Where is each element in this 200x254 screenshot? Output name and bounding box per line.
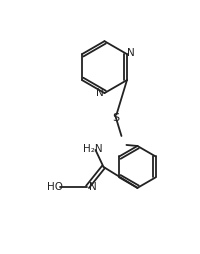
Text: N: N (88, 182, 96, 193)
Text: N: N (95, 88, 103, 98)
Text: H₂N: H₂N (82, 144, 102, 154)
Text: S: S (111, 113, 118, 123)
Text: HO: HO (46, 182, 62, 192)
Text: N: N (126, 47, 134, 58)
